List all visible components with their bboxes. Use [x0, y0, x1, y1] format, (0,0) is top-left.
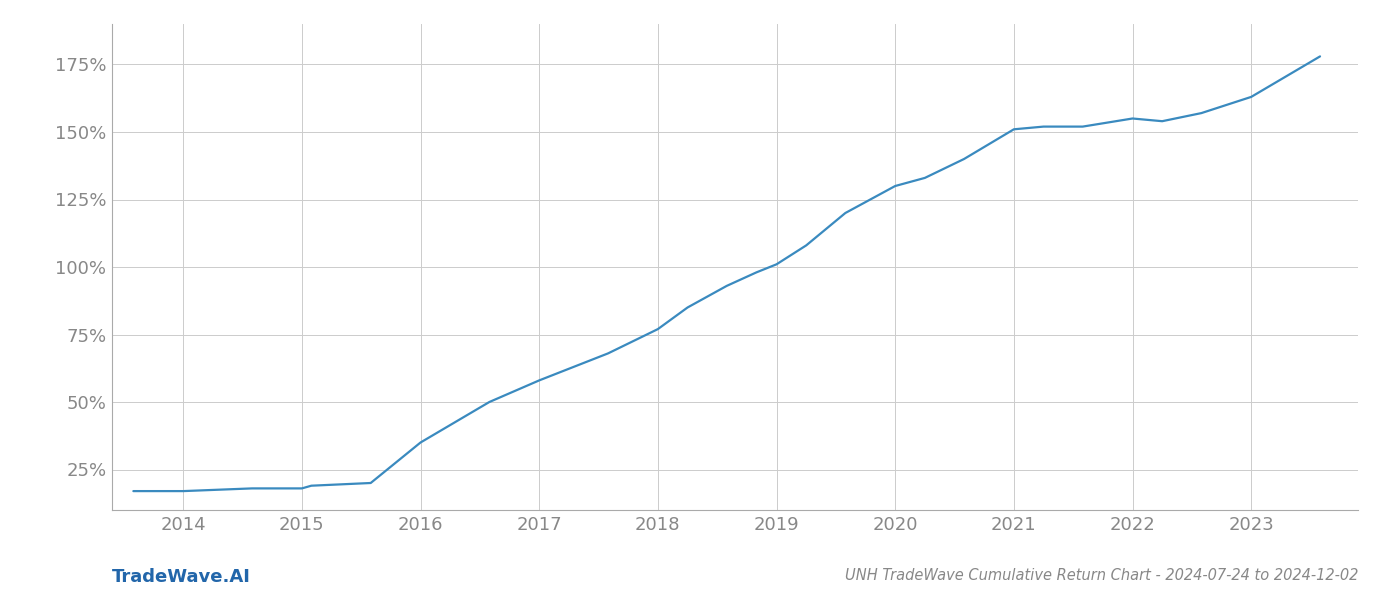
Text: UNH TradeWave Cumulative Return Chart - 2024-07-24 to 2024-12-02: UNH TradeWave Cumulative Return Chart - … — [844, 568, 1358, 583]
Text: TradeWave.AI: TradeWave.AI — [112, 568, 251, 586]
